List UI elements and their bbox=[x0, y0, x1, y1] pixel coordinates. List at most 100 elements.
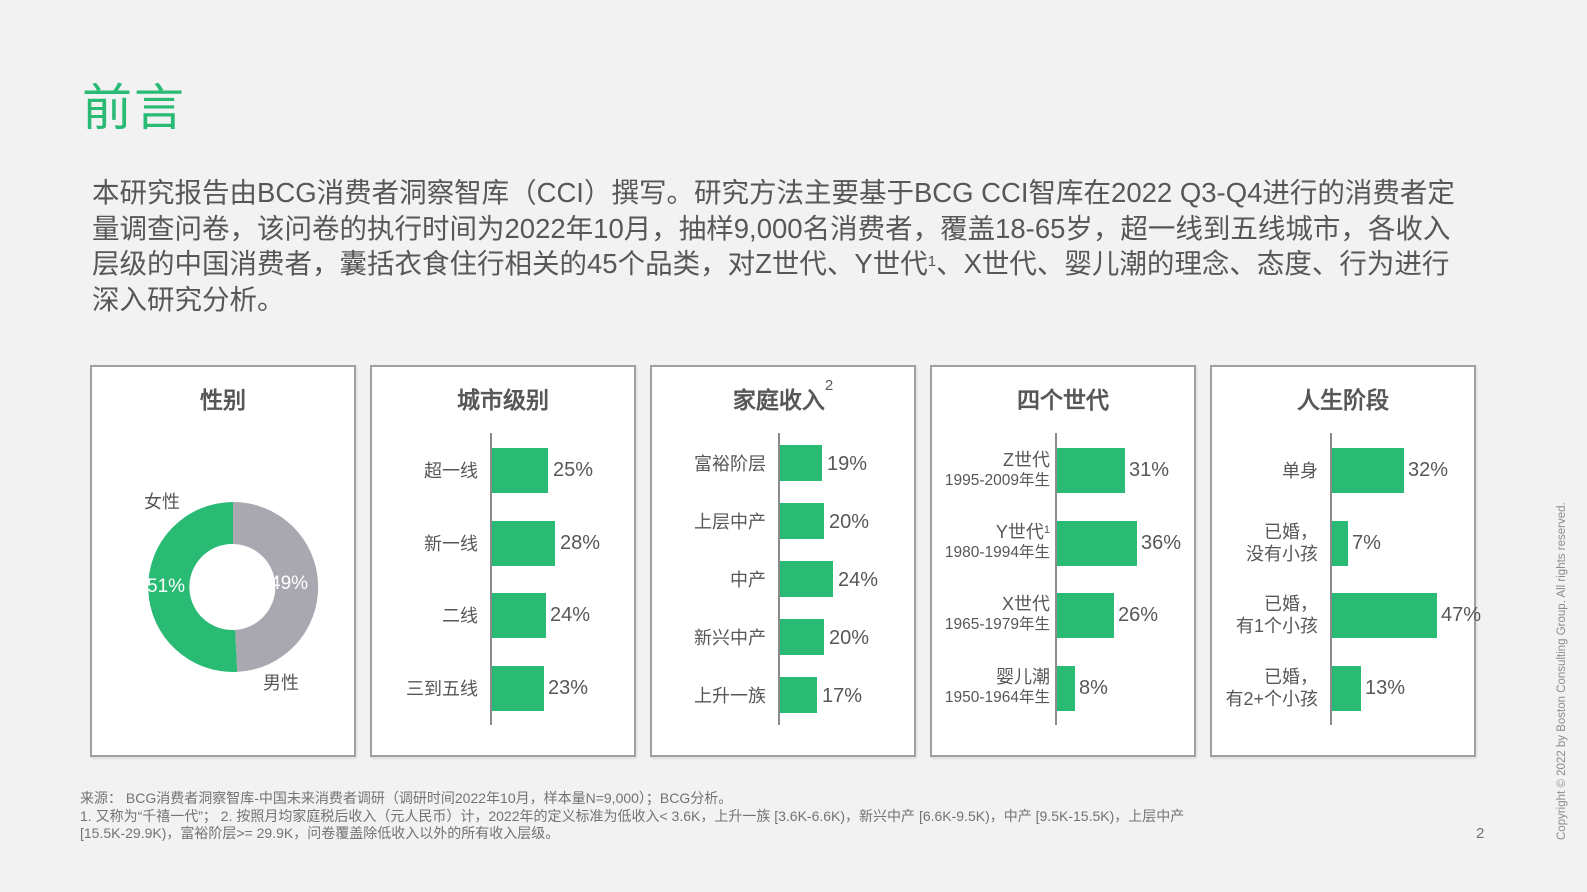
generation-years: 1965-1979年生 bbox=[944, 616, 1050, 633]
intro-text-part1: 本研究报告由BCG消费者洞察智库（CCI）撰写。研究方法主要基于BCG CCI智… bbox=[92, 177, 1455, 279]
page-title: 前言 bbox=[82, 80, 186, 136]
label-line: 有2+个小孩 bbox=[1225, 689, 1318, 709]
bar-value: 8% bbox=[1079, 677, 1108, 699]
bar-value: 25% bbox=[553, 459, 594, 481]
bar-value: 20% bbox=[829, 511, 870, 533]
label-line: 已婚， bbox=[1264, 667, 1318, 687]
page-number: 2 bbox=[1476, 825, 1485, 842]
bar-label: Z世代 1995-2009年生 bbox=[932, 449, 1050, 491]
donut-label-male: 男性 bbox=[263, 673, 299, 693]
bar-label: 已婚， 有2+个小孩 bbox=[1212, 666, 1318, 710]
generation-name: Y世代 bbox=[995, 522, 1044, 542]
label-line: 有1个小孩 bbox=[1235, 616, 1318, 636]
bar bbox=[1332, 521, 1348, 566]
bar-label: 富裕阶层 bbox=[694, 454, 766, 474]
bar-label: 上层中产 bbox=[694, 512, 766, 532]
label-line: 已婚， bbox=[1264, 522, 1318, 542]
bar-label: 单身 bbox=[1282, 461, 1318, 481]
copyright-notice: Copyright © 2022 by Boston Consulting Gr… bbox=[1556, 502, 1568, 840]
panel-gender: 性别 女性 男性 51% 49% bbox=[90, 365, 356, 757]
generation-name: X世代 bbox=[1001, 594, 1050, 614]
panel-title: 城市级别 bbox=[457, 387, 549, 413]
bar-value: 24% bbox=[838, 569, 879, 591]
bar-label: 二线 bbox=[442, 606, 478, 626]
generation-years: 1980-1994年生 bbox=[944, 544, 1050, 561]
intro-footnote-marker: 1 bbox=[927, 253, 937, 270]
donut-slice-female bbox=[148, 502, 238, 672]
bar bbox=[780, 619, 824, 655]
donut-slice-male bbox=[233, 501, 319, 672]
bar-value: 47% bbox=[1441, 604, 1482, 626]
panel-generations: 四个世代 Z世代 1995-2009年生 31% Y世代1 1980-1994年生 … bbox=[930, 365, 1196, 757]
label-line: 已婚， bbox=[1264, 594, 1318, 614]
bar-label: X世代 1965-1979年生 bbox=[932, 593, 1050, 635]
bar-value: 23% bbox=[548, 677, 589, 699]
bar-label: 三到五线 bbox=[406, 679, 478, 699]
bar bbox=[780, 445, 822, 481]
bar-value: 19% bbox=[827, 453, 868, 475]
bar-label: 中产 bbox=[730, 570, 766, 590]
bar-axis bbox=[1055, 433, 1057, 725]
bar-label: 已婚， 没有小孩 bbox=[1212, 521, 1318, 565]
bar-axis bbox=[778, 433, 780, 725]
footnote-marker: 2 bbox=[824, 377, 834, 394]
bar-label: 已婚， 有1个小孩 bbox=[1212, 593, 1318, 637]
donut-value-female: 51% bbox=[147, 576, 186, 597]
bar-label: 新一线 bbox=[424, 534, 478, 554]
source-note: 来源： BCG消费者洞察智库-中国未来消费者调研（调研时间2022年10月，样本… bbox=[80, 790, 733, 806]
bar bbox=[1057, 448, 1125, 493]
bar-label: 超一线 bbox=[424, 461, 478, 481]
label-line: 没有小孩 bbox=[1246, 544, 1318, 564]
intro-paragraph: 本研究报告由BCG消费者洞察智库（CCI）撰写。研究方法主要基于BCG CCI智… bbox=[92, 175, 1472, 317]
bar-value: 28% bbox=[560, 532, 601, 554]
bar bbox=[1332, 593, 1437, 638]
bar bbox=[780, 503, 824, 539]
panel-city-tier: 城市级别 超一线 25% 新一线 28% 二线 24% 三到五线 23% bbox=[370, 365, 636, 757]
bar-label: 上升一族 bbox=[694, 686, 766, 706]
bar bbox=[780, 561, 833, 597]
footnote-marker: 1 bbox=[1043, 524, 1050, 536]
bar-value: 24% bbox=[550, 604, 591, 626]
bar-axis bbox=[490, 433, 492, 725]
bar-value: 17% bbox=[822, 685, 863, 707]
bar bbox=[1057, 666, 1075, 711]
bar bbox=[1057, 593, 1114, 638]
panel-title-text: 家庭收入 bbox=[732, 387, 825, 413]
bar-value: 20% bbox=[829, 627, 870, 649]
generation-years: 1995-2009年生 bbox=[944, 472, 1050, 489]
bar bbox=[780, 677, 817, 713]
generation-name: 婴儿潮 bbox=[996, 667, 1050, 687]
gender-donut-chart bbox=[148, 501, 319, 672]
generation-years: 1950-1964年生 bbox=[944, 689, 1050, 706]
donut-label-female: 女性 bbox=[144, 492, 180, 512]
bar-value: 7% bbox=[1352, 532, 1381, 554]
generation-name: Z世代 bbox=[1003, 450, 1050, 470]
donut-value-male: 49% bbox=[270, 573, 309, 594]
bar bbox=[492, 448, 548, 493]
bar-label: 婴儿潮 1950-1964年生 bbox=[932, 666, 1050, 708]
bar-value: 32% bbox=[1408, 459, 1449, 481]
panel-title: 家庭收入2 bbox=[652, 377, 914, 415]
bar bbox=[1057, 521, 1137, 566]
bar bbox=[1332, 448, 1404, 493]
bar-label: Y世代1 1980-1994年生 bbox=[932, 521, 1050, 563]
panel-household-income: 家庭收入2 富裕阶层 19% 上层中产 20% 中产 24% 新兴中产 20% … bbox=[650, 365, 916, 757]
intro-text-part2: 、X世代、婴儿潮的理念、态度、行为进行深入研究分析。 bbox=[92, 248, 1450, 315]
panel-title: 四个世代 bbox=[1017, 387, 1109, 413]
panel-title: 人生阶段 bbox=[1297, 387, 1389, 413]
bar-value: 13% bbox=[1365, 677, 1406, 699]
bar-axis bbox=[1330, 433, 1332, 725]
bar bbox=[492, 593, 546, 638]
footnote-2: [15.5K-29.9K)，富裕阶层>= 29.9K，问卷覆盖除低收入以外的所有… bbox=[80, 825, 560, 841]
bar bbox=[492, 521, 555, 566]
bar bbox=[492, 666, 544, 711]
bar-value: 31% bbox=[1129, 459, 1170, 481]
bar bbox=[1332, 666, 1361, 711]
bar-value: 26% bbox=[1118, 604, 1159, 626]
footnotes: 来源： BCG消费者洞察智库-中国未来消费者调研（调研时间2022年10月，样本… bbox=[80, 790, 1420, 843]
footnote-1: 1. 又称为“千禧一代”； 2. 按照月均家庭税后收入（元人民币）计，2022年… bbox=[80, 807, 1185, 824]
panel-title: 性别 bbox=[200, 387, 246, 413]
panel-life-stage: 人生阶段 单身 32% 已婚， 没有小孩 7% 已婚， 有1个小孩 47% 已婚，有… bbox=[1210, 365, 1481, 757]
bar-value: 36% bbox=[1141, 532, 1182, 554]
bar-label: 新兴中产 bbox=[694, 628, 766, 648]
